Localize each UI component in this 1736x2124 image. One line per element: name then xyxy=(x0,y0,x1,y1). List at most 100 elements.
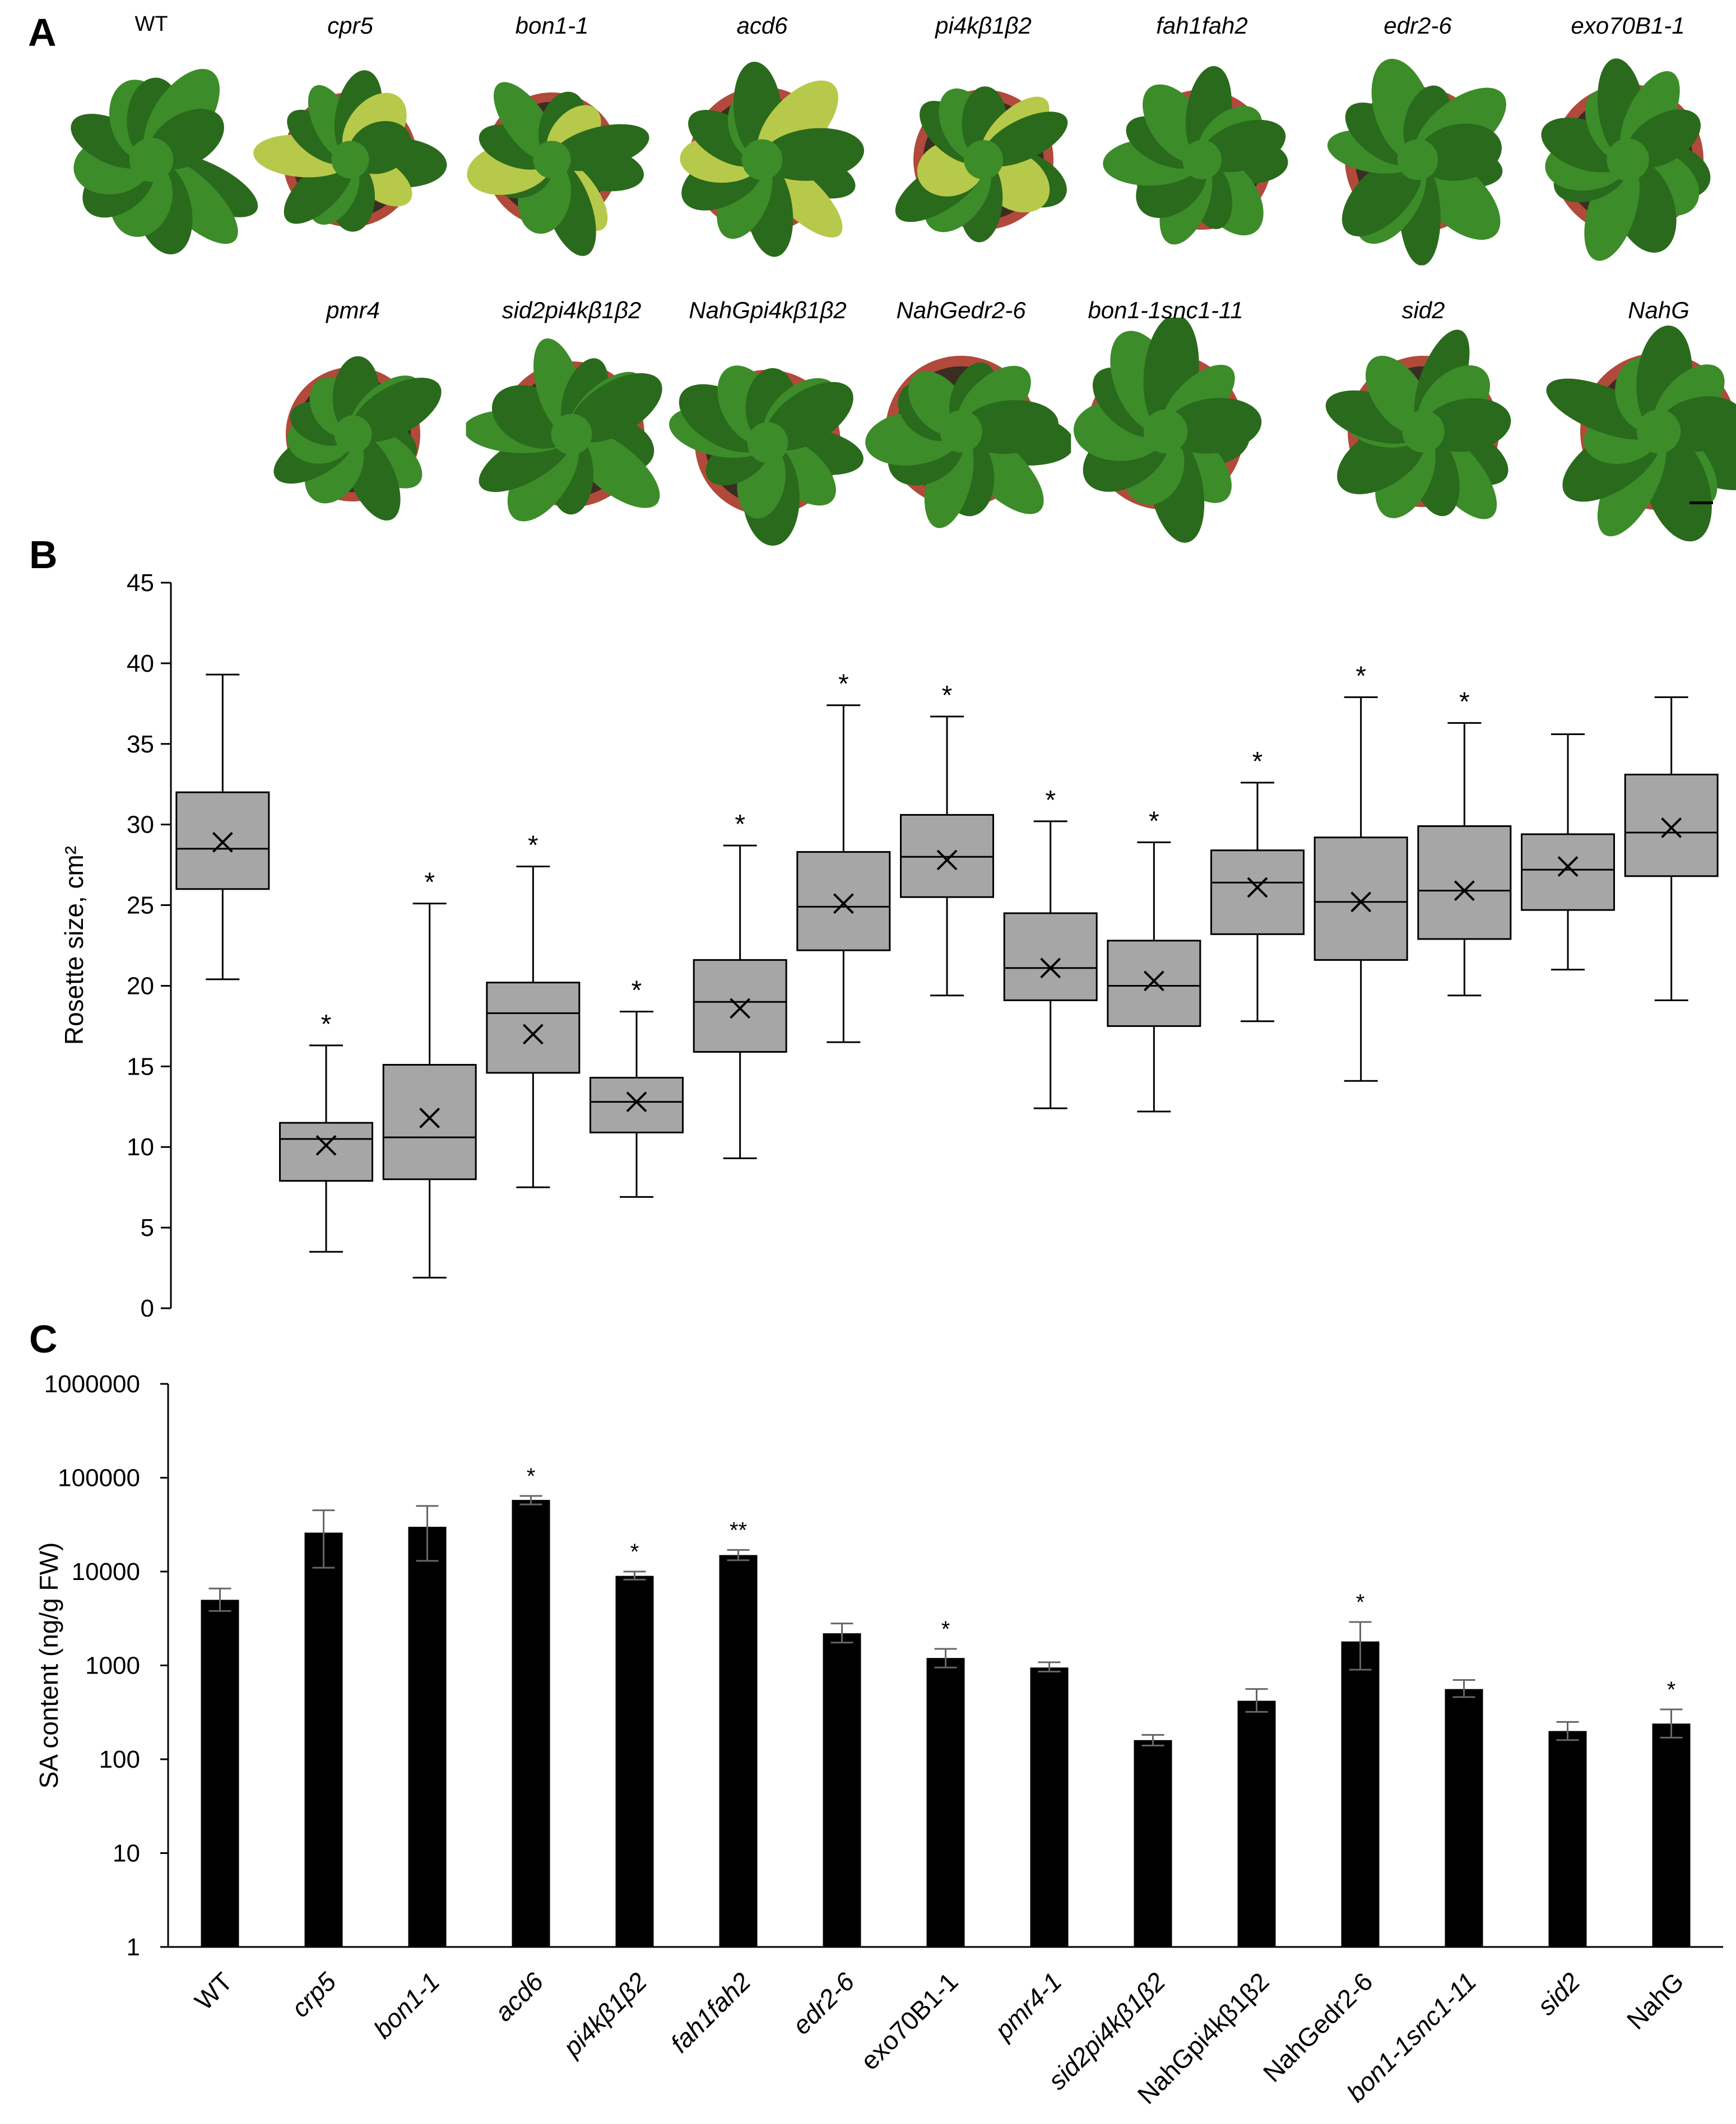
rosette-center xyxy=(741,139,783,180)
plant-label: NahG xyxy=(1628,297,1689,323)
bar xyxy=(1030,1667,1069,1947)
x-tick-label: acd6 xyxy=(489,1967,549,2027)
mean-marker xyxy=(1350,891,1372,913)
x-tick-label: sid2 xyxy=(1531,1967,1585,2020)
y-tick-label: 1 xyxy=(127,1934,140,1961)
leaf xyxy=(762,128,864,181)
box-12: * xyxy=(1417,687,1512,997)
significance-marker: * xyxy=(838,670,849,699)
mean-marker xyxy=(626,1091,647,1113)
x-tick-label: NahG xyxy=(1621,1967,1689,2035)
leaf xyxy=(569,373,662,443)
y-tick-label: 20 xyxy=(127,972,154,1000)
plant-label: pmr4 xyxy=(326,297,380,323)
bar xyxy=(719,1555,758,1947)
iqr-box xyxy=(175,791,270,890)
box-14 xyxy=(1624,696,1719,1001)
box-13 xyxy=(1521,733,1615,971)
leaf xyxy=(284,156,354,224)
bar xyxy=(201,1600,239,1947)
bar-7: * xyxy=(926,1617,965,1947)
plant-label: pi4kβ1β2 xyxy=(935,12,1032,39)
mean-marker xyxy=(522,1024,544,1045)
bar-10 xyxy=(1237,1688,1276,1947)
plant-label: NahGpi4kβ1β2 xyxy=(689,297,847,323)
bar xyxy=(926,1658,965,1947)
y-tick-label: 0 xyxy=(141,1295,154,1317)
leaf xyxy=(960,399,1059,454)
rosette-center xyxy=(551,413,592,455)
iqr-box xyxy=(382,1063,477,1180)
significance-marker: * xyxy=(941,1617,950,1642)
y-tick-label: 1000 xyxy=(85,1652,140,1680)
rosette-center xyxy=(331,141,369,179)
bar xyxy=(615,1575,654,1947)
mean-marker xyxy=(730,998,751,1019)
plant-photo xyxy=(1327,58,1506,266)
bar-3: * xyxy=(512,1464,550,1947)
mean-marker xyxy=(1454,880,1475,901)
x-tick-label: bon1-1 xyxy=(368,1967,445,2044)
plant-photo xyxy=(467,82,649,256)
bar-4: * xyxy=(615,1540,654,1947)
scale-bar xyxy=(1689,501,1713,504)
significance-marker: * xyxy=(1356,661,1366,691)
bar xyxy=(1548,1731,1587,1947)
leaf xyxy=(1423,398,1511,452)
box-0 xyxy=(175,673,270,980)
iqr-box xyxy=(590,1076,684,1133)
plant-label: acd6 xyxy=(736,12,788,39)
y-tick-label: 100 xyxy=(99,1746,140,1773)
bar xyxy=(408,1527,447,1947)
iqr-box xyxy=(1003,912,1098,1001)
x-tick-label: pi4kβ1β2 xyxy=(556,1967,652,2062)
box-6: * xyxy=(796,670,891,1043)
leaf xyxy=(569,429,660,508)
mean-marker xyxy=(833,893,854,914)
mean-marker xyxy=(419,1108,440,1128)
leaf xyxy=(551,124,649,171)
box-4: * xyxy=(590,975,684,1198)
y-tick-label: 1000000 xyxy=(44,1370,140,1398)
y-tick-label: 40 xyxy=(127,650,154,677)
significance-marker: * xyxy=(1045,786,1056,815)
bar xyxy=(512,1500,550,1947)
box-11: * xyxy=(1313,661,1408,1082)
leaf xyxy=(1342,155,1423,236)
significance-marker: * xyxy=(527,1464,536,1489)
x-tick-label: WT xyxy=(189,1967,238,2015)
significance-marker: * xyxy=(1252,747,1263,777)
significance-marker: * xyxy=(1459,687,1470,717)
plant-label: bon1-1snc1-11 xyxy=(1088,297,1243,323)
mean-marker xyxy=(1143,970,1164,992)
bar-8 xyxy=(1030,1661,1069,1947)
mean-marker xyxy=(936,849,958,871)
x-tick-label: crp5 xyxy=(286,1967,342,2023)
box-9: * xyxy=(1107,806,1201,1113)
iqr-box xyxy=(693,959,787,1053)
leaf xyxy=(982,111,1068,166)
significance-marker: * xyxy=(1667,1677,1676,1702)
significance-marker: ** xyxy=(730,1518,747,1542)
rosette-center xyxy=(940,410,982,453)
significance-marker: * xyxy=(942,681,953,710)
plant-label: sid2pi4kβ1β2 xyxy=(502,297,642,323)
plant-label: NahGedr2-6 xyxy=(896,297,1026,323)
iqr-box xyxy=(486,982,581,1074)
iqr-box xyxy=(1313,836,1408,961)
iqr-box xyxy=(1624,773,1719,877)
box-7: * xyxy=(900,681,994,997)
y-tick-label: 100000 xyxy=(58,1465,140,1492)
plant-label: edr2-6 xyxy=(1384,12,1452,39)
panel-a: A WT cpr5 bon1-1 acd6 pi4kβ1β2 fah1fah2 edr2-6… xyxy=(0,0,1736,546)
bar-1 xyxy=(304,1509,343,1947)
y-tick-label: 10 xyxy=(127,1133,154,1161)
iqr-box xyxy=(1521,833,1615,911)
iqr-box xyxy=(1107,940,1201,1027)
panel-a-letter: A xyxy=(28,11,57,54)
leaf xyxy=(1201,119,1286,173)
bar-13 xyxy=(1548,1721,1587,1947)
significance-marker: * xyxy=(735,810,745,839)
plant-photo xyxy=(1541,58,1711,261)
